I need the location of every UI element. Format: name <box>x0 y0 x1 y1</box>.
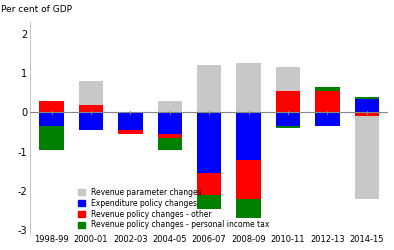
Bar <box>158 112 182 134</box>
Bar <box>39 112 64 126</box>
Bar <box>79 81 103 112</box>
Bar <box>39 101 64 112</box>
Legend: Revenue parameter changes, Expenditure policy changes, Revenue policy changes - : Revenue parameter changes, Expenditure p… <box>77 187 270 230</box>
Bar <box>79 112 103 130</box>
Bar <box>315 112 340 126</box>
Bar <box>197 112 221 173</box>
Bar <box>315 87 340 91</box>
Bar <box>158 138 182 150</box>
Bar <box>236 112 261 160</box>
Bar <box>118 130 143 134</box>
Bar <box>315 91 340 112</box>
Bar <box>158 101 182 112</box>
Bar <box>355 97 379 99</box>
Bar <box>236 64 261 112</box>
Text: Per cent of GDP: Per cent of GDP <box>1 5 72 14</box>
Bar <box>158 134 182 138</box>
Bar <box>118 112 143 130</box>
Bar <box>355 112 379 199</box>
Bar <box>276 67 300 112</box>
Bar <box>197 66 221 112</box>
Bar <box>197 173 221 195</box>
Bar <box>276 91 300 112</box>
Bar <box>236 160 261 199</box>
Bar <box>118 112 143 116</box>
Bar <box>355 99 379 112</box>
Bar <box>276 112 300 126</box>
Bar <box>276 126 300 128</box>
Bar <box>39 126 64 150</box>
Bar <box>355 112 379 116</box>
Bar <box>236 199 261 218</box>
Bar <box>79 104 103 112</box>
Bar <box>197 195 221 208</box>
